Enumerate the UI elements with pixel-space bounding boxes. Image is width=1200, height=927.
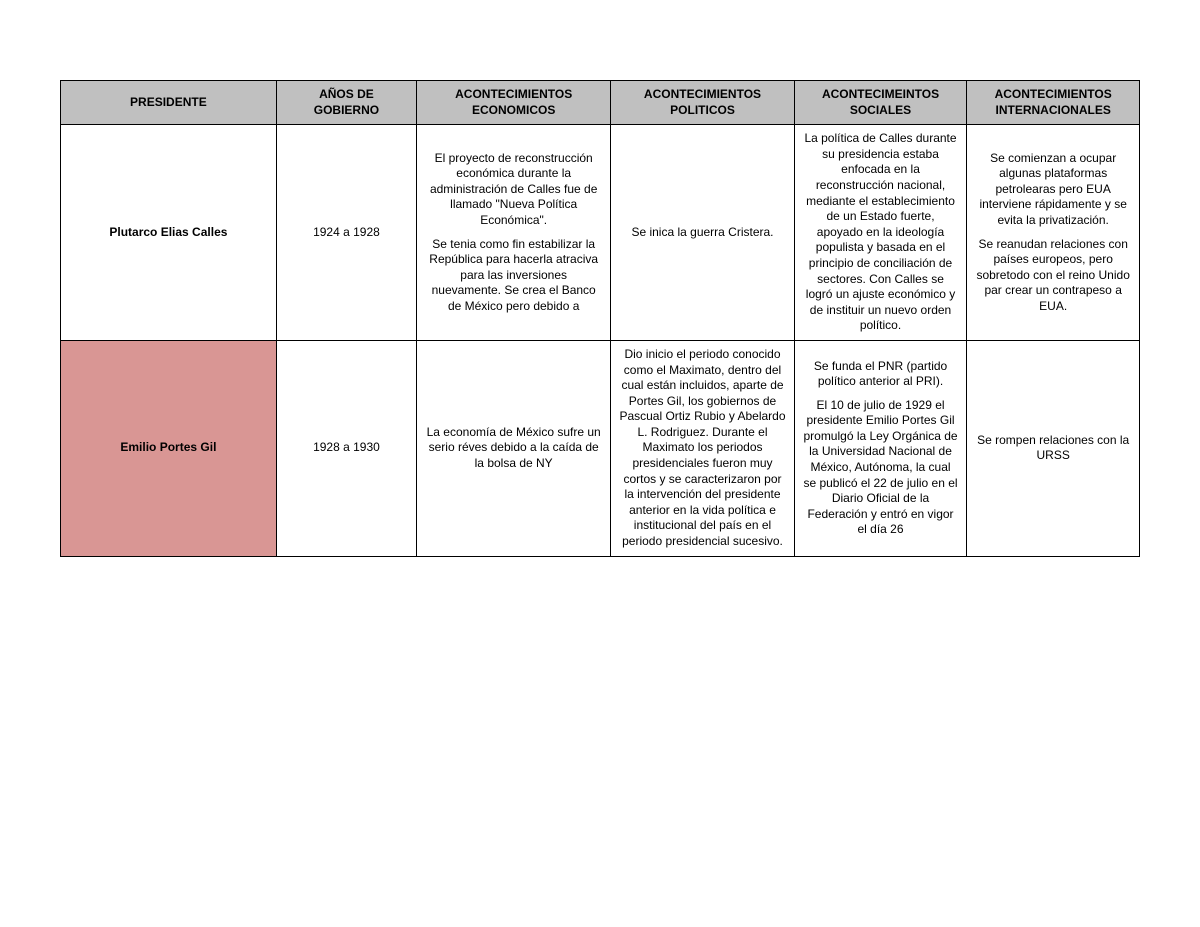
- cell-economic: El proyecto de reconstrucción económica …: [417, 125, 611, 341]
- col-header-economic: ACONTECIMIENTOS ECONOMICOS: [417, 81, 611, 125]
- col-header-international: ACONTECIMIENTOS INTERNACIONALES: [967, 81, 1140, 125]
- cell-years: 1924 a 1928: [276, 125, 416, 341]
- cell-international-p1: Se comienzan a ocupar algunas plataforma…: [975, 151, 1131, 229]
- cell-president: Emilio Portes Gil: [61, 340, 277, 556]
- col-header-years: AÑOS DE GOBIERNO: [276, 81, 416, 125]
- cell-economic-p1: El proyecto de reconstrucción económica …: [425, 151, 602, 229]
- table-row: Emilio Portes Gil 1928 a 1930 La economí…: [61, 340, 1140, 556]
- cell-international: Se rompen relaciones con la URSS: [967, 340, 1140, 556]
- cell-years: 1928 a 1930: [276, 340, 416, 556]
- col-header-political: ACONTECIMIENTOS POLITICOS: [611, 81, 794, 125]
- cell-political: Se inica la guerra Cristera.: [611, 125, 794, 341]
- cell-social-p2: El 10 de julio de 1929 el presidente Emi…: [803, 398, 959, 538]
- cell-social: Se funda el PNR (partido político anteri…: [794, 340, 967, 556]
- presidents-table: PRESIDENTE AÑOS DE GOBIERNO ACONTECIMIEN…: [60, 80, 1140, 557]
- cell-economic-p2: Se tenia como fin estabilizar la Repúbli…: [425, 237, 602, 315]
- table-row: Plutarco Elias Calles 1924 a 1928 El pro…: [61, 125, 1140, 341]
- cell-international: Se comienzan a ocupar algunas plataforma…: [967, 125, 1140, 341]
- cell-economic: La economía de México sufre un serio rév…: [417, 340, 611, 556]
- cell-president: Plutarco Elias Calles: [61, 125, 277, 341]
- col-header-president: PRESIDENTE: [61, 81, 277, 125]
- cell-political: Dio inicio el periodo conocido como el M…: [611, 340, 794, 556]
- col-header-social: ACONTECIMEINTOS SOCIALES: [794, 81, 967, 125]
- table-header-row: PRESIDENTE AÑOS DE GOBIERNO ACONTECIMIEN…: [61, 81, 1140, 125]
- cell-international-p2: Se reanudan relaciones con países europe…: [975, 237, 1131, 315]
- cell-social-p1: Se funda el PNR (partido político anteri…: [803, 359, 959, 390]
- cell-social: La política de Calles durante su preside…: [794, 125, 967, 341]
